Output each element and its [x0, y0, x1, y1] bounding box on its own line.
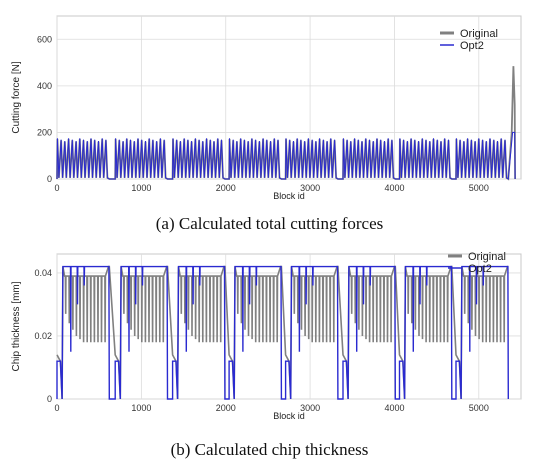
x-axis-label: Block id: [273, 411, 305, 421]
x-tick-label: 0: [54, 183, 59, 193]
x-tick-label: 2000: [216, 183, 236, 193]
y-tick-label: 0.04: [34, 268, 52, 278]
cutting-force-chart: 0 1000 2000 3000 4000 5000 0 200 400 600 Cutting f…: [11, 15, 522, 233]
x-tick-label: 3000: [300, 403, 320, 413]
series-original: [56, 265, 509, 400]
series-opt2: [56, 131, 516, 180]
chip-thickness-plot: 0 1000 2000 3000 4000 5000 0 0.02 0.04 Chip thick…: [11, 251, 522, 421]
x-tick-label: 5000: [469, 403, 489, 413]
chip-thickness-chart: 0 1000 2000 3000 4000 5000 0 0.02 0.04 Chip thick…: [0, 240, 539, 468]
y-tick-label: 600: [37, 34, 52, 44]
y-axis-label: Cutting force [N]: [11, 61, 22, 133]
y-axis-label: Chip thickness [mm]: [11, 281, 22, 371]
x-tick-label: 4000: [384, 403, 404, 413]
x-axis-label: Block id: [273, 191, 305, 201]
cutting-force-plot: 0 1000 2000 3000 4000 5000 0 200 400 600 Cutting f…: [11, 15, 522, 201]
y-tick-label: 0: [47, 174, 52, 184]
x-tick-label: 1000: [131, 403, 151, 413]
caption-chip-thickness: (b) Calculated chip thickness: [170, 440, 369, 459]
legend-label-opt2: Opt2: [460, 40, 484, 52]
x-tick-label: 2000: [216, 403, 236, 413]
series-opt2: [56, 265, 509, 400]
y-tick-label: 400: [37, 81, 52, 91]
x-tick-label: 3000: [300, 183, 320, 193]
y-tick-label: 200: [37, 127, 52, 137]
y-tick-label: 0: [47, 394, 52, 404]
x-tick-label: 0: [54, 403, 59, 413]
legend-label-original: Original: [468, 251, 506, 263]
caption-cutting-forces: (a) Calculated total cutting forces: [155, 214, 384, 233]
legend-label-original: Original: [460, 28, 498, 40]
legend-label-opt2: Opt2: [468, 263, 492, 275]
y-tick-label: 0.02: [34, 331, 52, 341]
x-tick-label: 5000: [469, 183, 489, 193]
x-tick-label: 1000: [131, 183, 151, 193]
x-tick-label: 4000: [384, 183, 404, 193]
